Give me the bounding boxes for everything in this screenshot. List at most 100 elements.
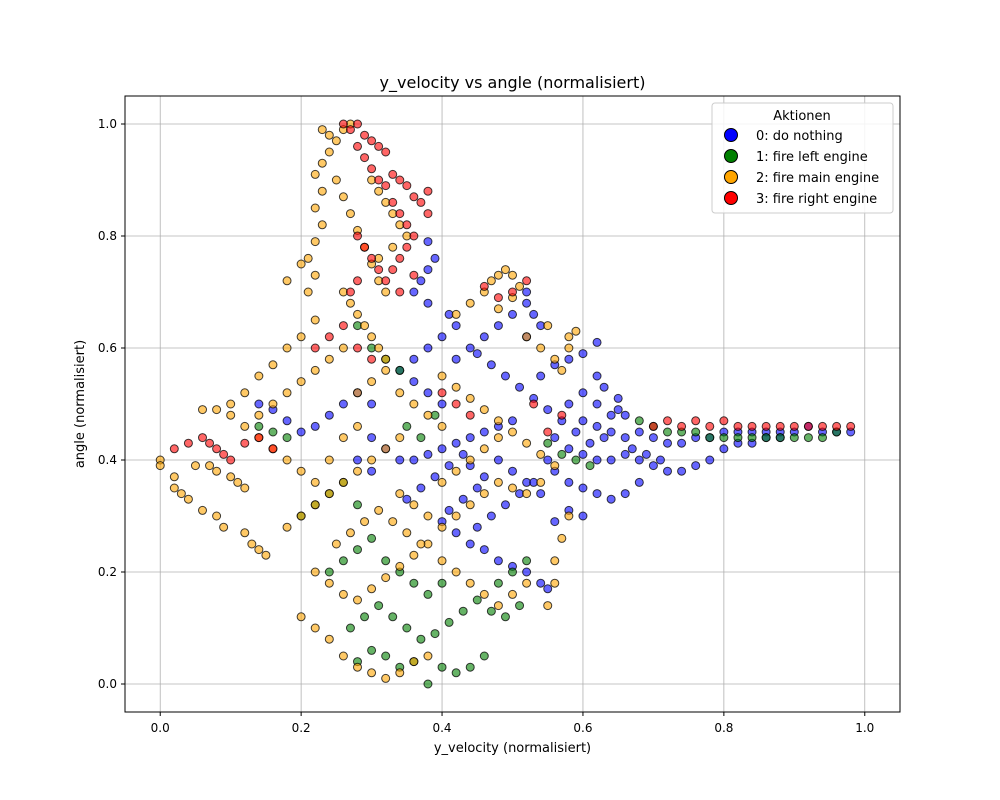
scatter-point — [677, 438, 687, 448]
scatter-point — [423, 237, 433, 247]
scatter-point — [437, 662, 447, 672]
scatter-point — [451, 321, 461, 331]
scatter-point — [465, 500, 475, 510]
scatter-point — [818, 433, 827, 443]
scatter-point — [451, 309, 461, 319]
scatter-point — [169, 444, 179, 454]
scatter-point — [719, 416, 729, 426]
scatter-point — [500, 612, 510, 622]
scatter-point — [282, 343, 292, 353]
scatter-point — [515, 281, 525, 291]
scatter-point — [205, 438, 215, 448]
scatter-point — [648, 433, 658, 443]
scatter-point — [677, 421, 687, 431]
scatter-point — [522, 489, 532, 499]
scatter-point — [677, 466, 687, 476]
scatter-point — [345, 528, 355, 538]
scatter-point — [592, 421, 602, 431]
scatter-point — [240, 388, 250, 398]
scatter-point — [388, 612, 398, 622]
scatter-point — [381, 651, 391, 661]
scatter-point — [395, 668, 405, 678]
scatter-point — [353, 466, 362, 476]
scatter-point — [493, 321, 503, 331]
scatter-point — [310, 343, 320, 353]
scatter-point — [451, 668, 461, 678]
scatter-point — [303, 287, 313, 297]
scatter-point — [345, 298, 355, 308]
scatter-point — [557, 533, 567, 543]
x-tick-label: 0.0 — [151, 721, 170, 735]
scatter-point — [550, 354, 560, 364]
scatter-point — [395, 388, 405, 398]
scatter-point — [493, 416, 503, 426]
y-tick-label: 0.8 — [98, 229, 117, 243]
scatter-point — [409, 192, 419, 202]
scatter-point — [310, 365, 320, 375]
scatter-point — [550, 433, 560, 443]
series-2 — [155, 119, 581, 683]
scatter-point — [444, 617, 454, 627]
scatter-point — [310, 237, 320, 247]
scatter-point — [324, 455, 334, 465]
scatter-point — [381, 354, 391, 364]
scatter-point — [345, 287, 355, 297]
scatter-point — [381, 556, 391, 566]
scatter-point — [226, 455, 236, 465]
scatter-point — [585, 438, 595, 448]
scatter-point — [353, 662, 362, 672]
scatter-point — [395, 287, 405, 297]
legend-box — [711, 102, 894, 214]
scatter-point — [338, 589, 348, 599]
scatter-point — [592, 337, 602, 347]
scatter-point — [353, 421, 362, 431]
scatter-point — [522, 276, 532, 286]
scatter-point — [655, 455, 665, 465]
scatter-point — [543, 455, 553, 465]
scatter-point — [578, 511, 588, 521]
scatter-point — [508, 270, 517, 280]
scatter-point — [472, 595, 482, 605]
scatter-point — [508, 567, 517, 577]
scatter-point — [353, 119, 362, 129]
scatter-point — [634, 427, 644, 437]
scatter-point — [486, 360, 496, 370]
scatter-point — [240, 421, 250, 431]
scatter-point — [493, 433, 503, 443]
scatter-point — [529, 309, 539, 319]
y-tick-label: 0.4 — [98, 453, 117, 467]
scatter-point — [310, 203, 320, 213]
scatter-point — [374, 141, 384, 151]
scatter-point — [691, 461, 701, 471]
x-tick-label: 0.6 — [573, 721, 592, 735]
scatter-point — [599, 382, 609, 392]
chart-title: y_velocity vs angle (normalisiert) — [380, 73, 646, 93]
scatter-point — [536, 578, 546, 588]
scatter-point — [493, 601, 503, 611]
scatter-point — [402, 494, 412, 504]
scatter-point — [634, 416, 644, 426]
scatter-point — [479, 281, 489, 291]
x-tick-label: 0.2 — [292, 721, 311, 735]
scatter-point — [543, 427, 553, 437]
scatter-point — [803, 421, 813, 431]
scatter-point — [705, 455, 715, 465]
scatter-point — [451, 567, 461, 577]
scatter-point — [691, 427, 701, 437]
scatter-point — [395, 433, 405, 443]
scatter-point — [254, 399, 264, 409]
scatter-point — [606, 427, 616, 437]
scatter-point — [353, 276, 362, 286]
scatter-point — [381, 147, 391, 157]
scatter-point — [367, 253, 377, 263]
scatter-point — [465, 455, 475, 465]
scatter-point — [331, 539, 341, 549]
scatter-point — [620, 449, 630, 459]
scatter-point — [310, 270, 320, 280]
x-tick-label: 1.0 — [855, 721, 874, 735]
scatter-point — [345, 209, 355, 219]
scatter-point — [522, 567, 532, 577]
scatter-point — [705, 421, 715, 431]
scatter-point — [423, 186, 433, 196]
scatter-point — [367, 399, 377, 409]
